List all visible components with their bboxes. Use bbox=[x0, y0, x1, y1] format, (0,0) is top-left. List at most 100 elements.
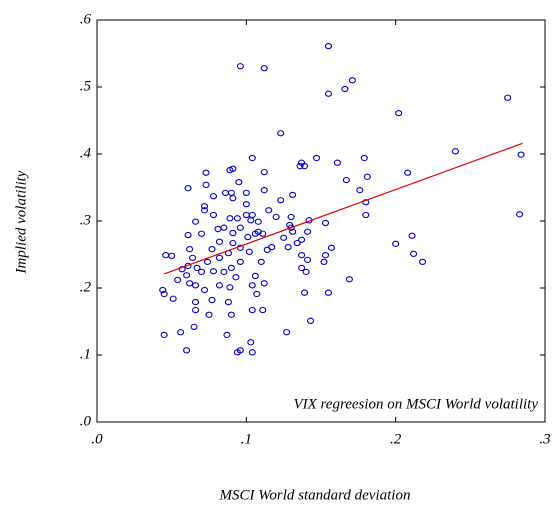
point bbox=[242, 201, 250, 208]
point bbox=[177, 329, 185, 336]
point bbox=[265, 207, 273, 214]
point bbox=[247, 339, 255, 346]
point bbox=[395, 109, 403, 117]
point bbox=[298, 264, 306, 272]
point bbox=[214, 225, 222, 233]
point bbox=[277, 130, 285, 137]
point bbox=[304, 256, 312, 264]
x-axis-title: MSCI World standard deviation bbox=[219, 487, 411, 503]
point bbox=[283, 329, 291, 336]
point bbox=[200, 207, 209, 214]
point bbox=[220, 268, 228, 276]
point bbox=[215, 282, 224, 289]
point bbox=[277, 197, 285, 204]
point bbox=[242, 189, 250, 197]
point bbox=[227, 189, 235, 197]
point bbox=[263, 246, 271, 253]
point bbox=[251, 272, 259, 280]
point bbox=[183, 347, 191, 354]
point bbox=[236, 63, 244, 70]
point bbox=[248, 282, 256, 289]
point bbox=[260, 65, 268, 72]
point bbox=[298, 252, 306, 259]
point bbox=[193, 264, 201, 272]
point bbox=[342, 176, 350, 184]
point bbox=[232, 274, 240, 281]
point bbox=[248, 154, 256, 162]
plot-frame bbox=[96, 19, 546, 423]
point bbox=[192, 306, 200, 314]
point bbox=[208, 245, 216, 253]
point bbox=[280, 234, 288, 241]
point bbox=[289, 191, 297, 199]
point bbox=[304, 228, 312, 235]
point bbox=[209, 211, 218, 219]
point bbox=[192, 282, 200, 289]
point bbox=[208, 296, 216, 304]
y-axis-title: Implied volatility bbox=[13, 170, 29, 274]
point bbox=[517, 151, 525, 158]
point bbox=[362, 211, 370, 219]
point bbox=[408, 232, 416, 239]
y-tick-label: .0 bbox=[80, 413, 92, 429]
point bbox=[248, 306, 256, 314]
point bbox=[504, 94, 512, 101]
x-tick-label: .1 bbox=[241, 431, 252, 447]
point bbox=[345, 276, 353, 283]
point bbox=[360, 154, 368, 162]
x-tick-label: .0 bbox=[91, 431, 103, 447]
point bbox=[229, 239, 237, 247]
point bbox=[159, 286, 167, 294]
point bbox=[209, 268, 218, 275]
point bbox=[327, 244, 336, 251]
point bbox=[296, 162, 304, 170]
point bbox=[227, 264, 235, 272]
point bbox=[253, 290, 261, 298]
point bbox=[200, 203, 209, 210]
point bbox=[301, 289, 309, 296]
point bbox=[287, 224, 295, 231]
point bbox=[205, 311, 213, 318]
point bbox=[363, 173, 371, 180]
point bbox=[321, 219, 330, 227]
point bbox=[516, 211, 524, 218]
point bbox=[302, 268, 310, 276]
point bbox=[168, 252, 176, 259]
y-tick-label: .6 bbox=[80, 11, 92, 27]
point bbox=[320, 258, 328, 266]
point bbox=[197, 230, 206, 237]
point bbox=[221, 189, 229, 197]
point bbox=[289, 228, 297, 235]
point bbox=[392, 240, 400, 247]
point bbox=[186, 280, 194, 287]
point bbox=[233, 215, 241, 222]
point bbox=[260, 168, 268, 176]
point bbox=[242, 211, 250, 219]
point bbox=[186, 245, 194, 253]
point bbox=[192, 298, 200, 306]
point bbox=[197, 268, 206, 276]
point bbox=[184, 185, 192, 192]
point bbox=[224, 298, 232, 306]
y-tick-label: .4 bbox=[80, 145, 92, 161]
point bbox=[236, 258, 244, 266]
point bbox=[162, 252, 170, 259]
point bbox=[301, 162, 309, 170]
point bbox=[259, 230, 267, 237]
point bbox=[174, 276, 182, 284]
annotation: VIX regreesion on MSCI World volatility bbox=[293, 396, 538, 412]
point bbox=[160, 331, 168, 339]
y-tick-label: .5 bbox=[80, 78, 92, 94]
point bbox=[244, 233, 252, 241]
point bbox=[362, 199, 370, 206]
point bbox=[341, 85, 349, 93]
point bbox=[169, 295, 177, 302]
point bbox=[183, 272, 191, 279]
point bbox=[160, 290, 168, 298]
point bbox=[229, 195, 237, 202]
point bbox=[178, 266, 186, 273]
point bbox=[348, 77, 356, 84]
point bbox=[312, 154, 321, 162]
point bbox=[220, 224, 228, 231]
